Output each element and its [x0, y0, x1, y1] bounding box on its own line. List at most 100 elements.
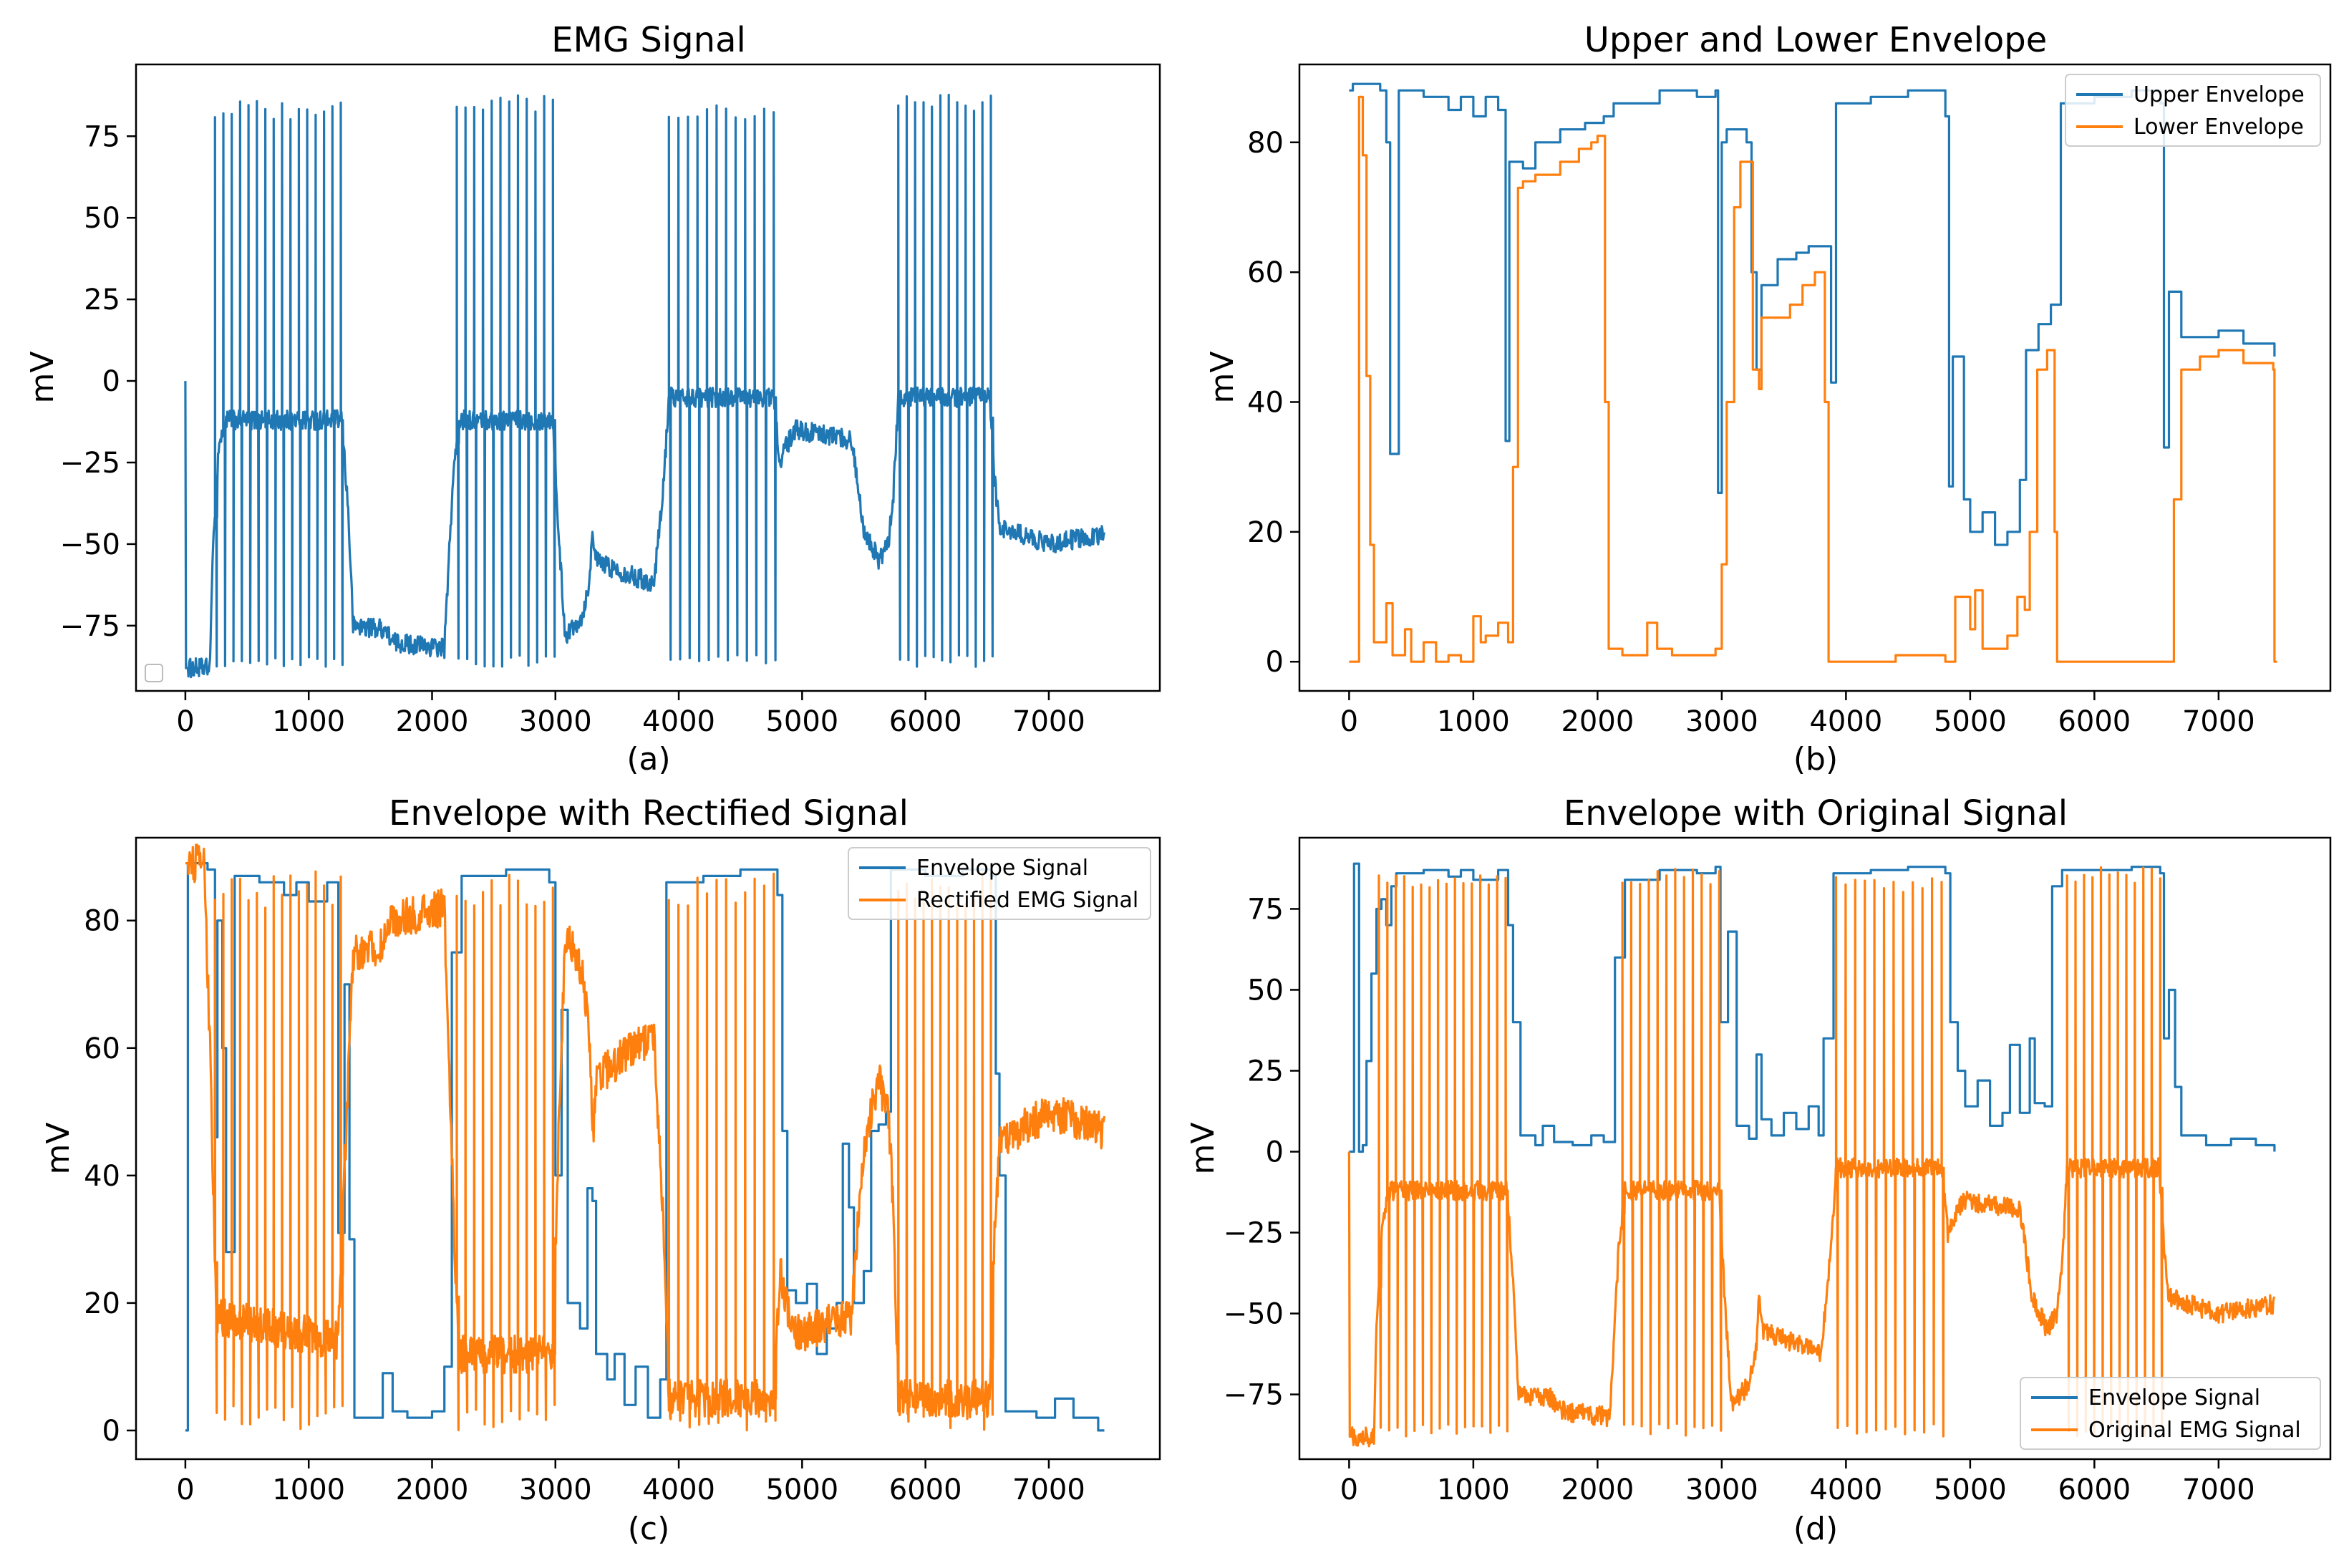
panel-b-series-upper-envelope [1349, 82, 2276, 546]
panel-b-ytick-label: 60 [1247, 256, 1284, 289]
panel-b-xtick-label: 5000 [1934, 705, 2007, 738]
panel-b-ytick-label: 80 [1247, 127, 1284, 160]
panel-d-series-layer [1347, 862, 2276, 1448]
panel-c-legend-label-rectified: Rectified EMG Signal [916, 888, 1138, 913]
panel-b-xtick-label: 2000 [1561, 705, 1634, 738]
panel-a-ytick-label: 25 [84, 284, 120, 316]
panel-a-xtick-label: 0 [176, 705, 194, 738]
panel-b-frame [1298, 63, 2332, 692]
panel-c-xtick-label: 3000 [519, 1473, 592, 1506]
panel-d-axes: 0 1000 2000 3000 4000 5000 6000 7000 −75 −50 −25 0 2… [1224, 893, 2255, 1506]
panel-a-caption: (a) [626, 741, 670, 778]
panel-b: Upper and Lower Envelope 0 1000 2000 3000 40… [1204, 20, 2332, 778]
panel-c-series-rectified-emg-signal [185, 843, 1106, 1432]
panel-b-xtick-label: 1000 [1437, 705, 1510, 738]
panel-c-ytick-label: 40 [84, 1160, 120, 1193]
panel-d-legend-label-envelope: Envelope Signal [2088, 1385, 2260, 1410]
panel-c-xtick-label: 7000 [1012, 1473, 1085, 1506]
panel-d-xtick-label: 2000 [1561, 1473, 1634, 1506]
panel-c-legend: Envelope Signal Rectified EMG Signal [848, 847, 1151, 920]
panel-c-ytick-label: 80 [84, 905, 120, 938]
panel-d-xtick-label: 1000 [1437, 1473, 1510, 1506]
panel-a-xtick-label: 4000 [642, 705, 715, 738]
panel-d-ytick-label: 75 [1247, 893, 1284, 926]
panel-c-series-layer [185, 843, 1106, 1432]
panel-b-axes: 0 1000 2000 3000 4000 5000 6000 7000 0 20 40 60 80 [1247, 127, 2255, 738]
panel-d-ylabel: mV [1185, 1123, 1221, 1175]
panel-d-series-envelope-signal [1349, 862, 2276, 1153]
panel-c-axes: 0 1000 2000 3000 4000 5000 6000 7000 0 20 40 60 80 [84, 905, 1085, 1506]
panel-c: Envelope with Rectified Signal 0 1000 2000… [40, 793, 1161, 1547]
panel-c-xtick-label: 4000 [642, 1473, 715, 1506]
panel-d-legend-frame [2020, 1377, 2321, 1450]
panel-b-title: Upper and Lower Envelope [1584, 20, 2048, 60]
panel-c-ylabel: mV [40, 1123, 77, 1175]
panel-b-plot-area [1299, 64, 2330, 691]
panel-b-legend: Upper Envelope Lower Envelope [2065, 74, 2321, 147]
panel-c-caption: (c) [628, 1511, 670, 1547]
panel-b-xtick-label: 3000 [1685, 705, 1758, 738]
panel-a-series-emg-signal [184, 93, 1106, 679]
panel-a-ytick-label: 0 [102, 365, 120, 398]
panel-b-ylabel: mV [1204, 352, 1241, 404]
panel-b-ytick-label: 40 [1247, 387, 1284, 420]
panel-c-xtick-label: 6000 [889, 1473, 962, 1506]
panel-b-xtick-label: 4000 [1809, 705, 1882, 738]
panel-c-xtick-label: 1000 [272, 1473, 345, 1506]
panel-d-title: Envelope with Original Signal [1564, 793, 2068, 833]
panel-c-series-envelope-signal [185, 862, 1105, 1432]
panel-d-frame [1298, 836, 2332, 1461]
panel-d-xtick-label: 4000 [1809, 1473, 1882, 1506]
panel-a-series-layer [184, 93, 1106, 679]
panel-a-ytick-label: −50 [60, 528, 120, 561]
panel-d-xtick-label: 0 [1340, 1473, 1358, 1506]
panel-a-xtick-label: 7000 [1012, 705, 1085, 738]
panel-a-ytick-label: 50 [84, 202, 120, 235]
panel-d-series-original-emg-signal [1347, 866, 2276, 1448]
panel-a-axes: 0 1000 2000 3000 4000 5000 6000 7000 −75 −50 −25 0 2… [60, 120, 1085, 738]
panel-d-xtick-label: 3000 [1685, 1473, 1758, 1506]
panel-d-ytick-label: −75 [1224, 1379, 1284, 1412]
panel-b-legend-label-lower: Lower Envelope [2134, 115, 2304, 140]
panel-c-xtick-label: 5000 [765, 1473, 838, 1506]
panel-d-ytick-label: −25 [1224, 1217, 1284, 1250]
panel-b-xtick-label: 7000 [2182, 705, 2255, 738]
panel-a-ytick-label: 75 [84, 120, 120, 153]
panel-a-xtick-label: 3000 [519, 705, 592, 738]
panel-b-xtick-label: 6000 [2058, 705, 2131, 738]
panel-a-ytick-label: −25 [60, 447, 120, 480]
panel-b-series-lower-envelope [1349, 95, 2277, 663]
panel-d-xtick-label: 6000 [2058, 1473, 2131, 1506]
panel-d-caption: (d) [1793, 1511, 1838, 1547]
panel-c-xtick-label: 2000 [396, 1473, 469, 1506]
panel-b-legend-frame [2065, 74, 2321, 147]
panel-d-xtick-label: 7000 [2182, 1473, 2255, 1506]
panel-b-xtick-label: 0 [1340, 705, 1358, 738]
panel-c-ytick-label: 60 [84, 1032, 120, 1065]
panel-d-ytick-label: 25 [1247, 1055, 1284, 1088]
panel-a-xtick-label: 1000 [272, 705, 345, 738]
panel-a-xtick-label: 2000 [396, 705, 469, 738]
panel-d-legend: Envelope Signal Original EMG Signal [2020, 1377, 2321, 1450]
panel-c-frame [135, 836, 1161, 1461]
panel-d-ytick-label: 0 [1266, 1136, 1284, 1169]
panel-c-legend-label-envelope: Envelope Signal [916, 856, 1088, 881]
panel-a-title: EMG Signal [551, 20, 746, 60]
panel-d-ytick-label: 50 [1247, 974, 1284, 1007]
panel-b-caption: (b) [1793, 741, 1838, 778]
panel-a-xtick-label: 6000 [889, 705, 962, 738]
panel-b-ytick-label: 20 [1247, 516, 1284, 549]
panel-c-title: Envelope with Rectified Signal [389, 793, 909, 833]
panel-c-ytick-label: 20 [84, 1287, 120, 1320]
panel-c-xtick-label: 0 [176, 1473, 194, 1506]
panel-b-ytick-label: 0 [1266, 646, 1284, 679]
panel-c-ytick-label: 0 [102, 1415, 120, 1448]
panel-a-legend-box [145, 664, 163, 682]
panel-a: EMG Signal 0 1000 2000 3000 4000 5000 6000 7000… [24, 20, 1161, 778]
panel-d-legend-label-original: Original EMG Signal [2088, 1418, 2301, 1443]
panel-a-xtick-label: 5000 [765, 705, 838, 738]
panel-b-legend-label-upper: Upper Envelope [2134, 82, 2305, 107]
panel-a-ytick-label: −75 [60, 610, 120, 643]
panel-a-ylabel: mV [24, 352, 61, 404]
